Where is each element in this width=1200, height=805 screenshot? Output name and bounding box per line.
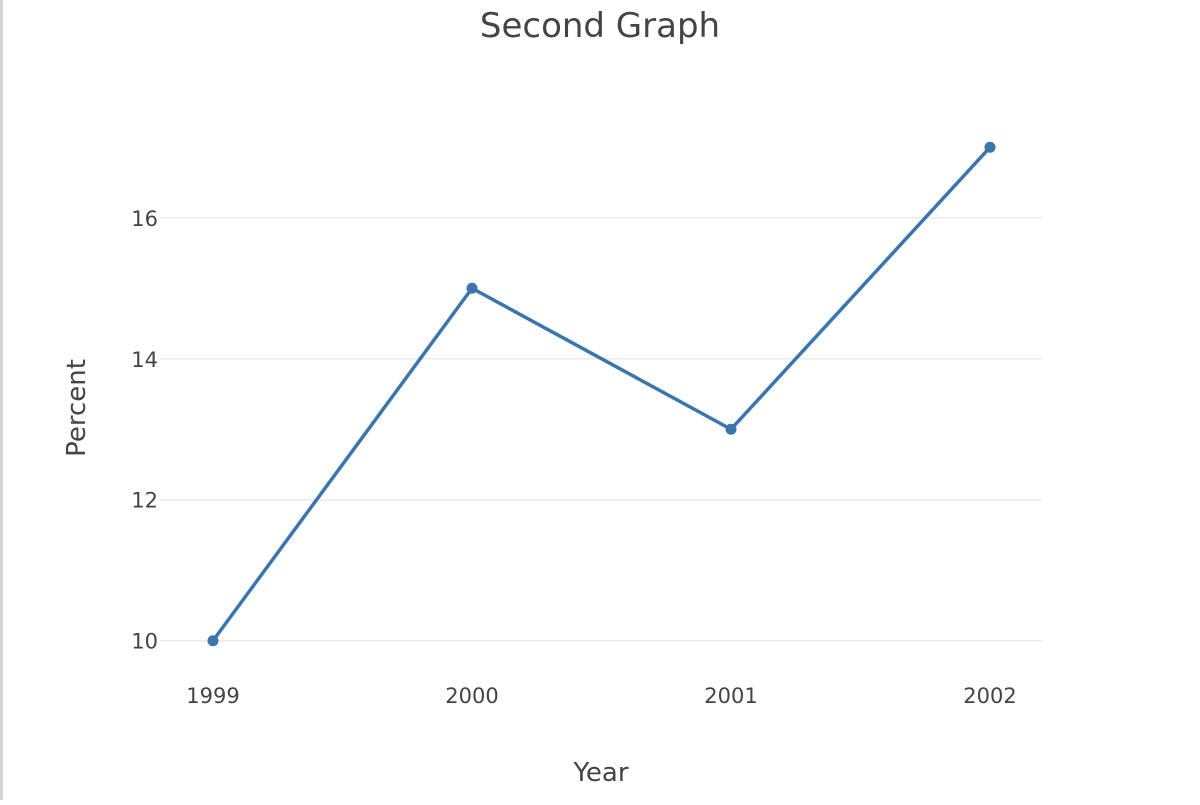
grid-lines (160, 217, 1042, 642)
series-line (211, 145, 992, 643)
y-tick-label: 10 (131, 630, 158, 654)
left-border (0, 0, 3, 800)
chart-title: Second Graph (480, 6, 720, 46)
data-point-1999[interactable] (207, 635, 219, 647)
x-tick-label: 1999 (186, 684, 239, 708)
x-axis-ticks: 1999 2000 2001 2002 (186, 684, 1016, 708)
x-axis-title: Year (572, 758, 628, 788)
y-axis-ticks: 10 12 14 16 (131, 207, 158, 654)
series-layer (207, 141, 996, 647)
x-tick-label: 2001 (704, 684, 757, 708)
x-tick-label: 2000 (445, 684, 498, 708)
x-tick-label: 2002 (963, 684, 1016, 708)
data-point-2002[interactable] (984, 141, 996, 153)
y-tick-label: 12 (131, 489, 158, 513)
y-tick-label: 16 (131, 207, 158, 231)
y-tick-label: 14 (131, 348, 158, 372)
data-point-2001[interactable] (725, 423, 737, 435)
y-axis-title: Percent (62, 359, 92, 457)
data-point-2000[interactable] (466, 282, 478, 294)
